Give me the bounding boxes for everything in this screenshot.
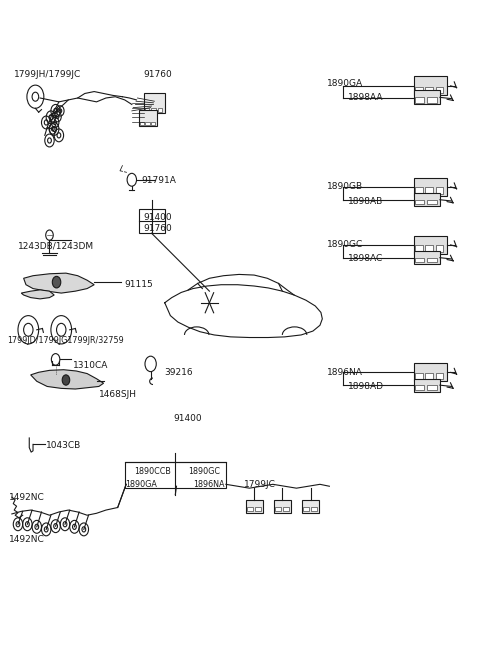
Bar [302, 500, 319, 512]
Bar [415, 258, 424, 262]
Bar [415, 87, 422, 93]
Bar [436, 187, 443, 194]
Bar [436, 246, 443, 252]
Bar [414, 193, 440, 206]
Text: 1890CCB: 1890CCB [134, 467, 171, 476]
Bar [414, 363, 447, 381]
Bar [427, 258, 437, 262]
Bar [303, 507, 309, 511]
Text: 1898AA: 1898AA [348, 93, 384, 102]
Circle shape [52, 277, 61, 288]
Text: 1898AC: 1898AC [348, 254, 384, 263]
Bar [414, 76, 447, 95]
Bar [415, 200, 424, 204]
Text: 91115: 91115 [125, 281, 154, 289]
Bar [414, 236, 447, 254]
Text: 1890GC: 1890GC [327, 240, 363, 249]
Bar [427, 385, 437, 390]
Bar [414, 178, 447, 196]
Text: 1898AD: 1898AD [348, 382, 384, 391]
Bar [145, 122, 150, 125]
Bar [425, 373, 433, 379]
Bar [247, 507, 252, 511]
Bar [415, 246, 422, 252]
Polygon shape [24, 273, 94, 293]
Bar [436, 373, 443, 379]
Bar [425, 87, 433, 93]
Bar [436, 87, 443, 93]
Text: 1243DB/1243DM: 1243DB/1243DM [18, 242, 94, 250]
Text: 1896NA: 1896NA [193, 480, 225, 489]
Text: 91400: 91400 [173, 414, 202, 423]
Text: 1898AB: 1898AB [348, 196, 384, 206]
Text: 91760: 91760 [144, 224, 172, 233]
Text: 1799JC: 1799JC [244, 480, 276, 489]
Bar [139, 209, 165, 233]
Bar [311, 507, 317, 511]
Bar [151, 122, 156, 125]
Bar [151, 108, 156, 112]
Text: 1310CA: 1310CA [73, 361, 108, 371]
Bar [414, 378, 440, 392]
Bar [144, 108, 149, 112]
Text: 1799JD/1799JG1799JR/32759: 1799JD/1799JG1799JR/32759 [7, 336, 124, 344]
Bar [140, 122, 144, 125]
Bar [415, 373, 422, 379]
Bar [254, 507, 261, 511]
Bar [425, 246, 433, 252]
Text: 91400: 91400 [144, 214, 172, 222]
Text: 1890GA: 1890GA [327, 79, 363, 88]
Bar [125, 463, 226, 488]
Text: 39216: 39216 [165, 368, 193, 376]
Text: 1492NC: 1492NC [9, 493, 44, 502]
Bar [283, 507, 289, 511]
Bar [144, 93, 165, 113]
Text: 1896NA: 1896NA [327, 368, 363, 376]
Bar [157, 108, 162, 112]
Bar [425, 187, 433, 194]
Text: 91791A: 91791A [141, 176, 176, 185]
Bar [275, 507, 281, 511]
Bar [246, 500, 263, 512]
Text: 1468SJH: 1468SJH [99, 390, 137, 399]
Circle shape [62, 375, 70, 385]
Text: 1890GA: 1890GA [125, 480, 156, 489]
Bar [414, 251, 440, 264]
Text: 1890GB: 1890GB [327, 183, 363, 191]
Bar [274, 500, 291, 512]
Bar [415, 97, 424, 102]
Bar [415, 187, 422, 194]
Bar [414, 90, 440, 104]
Bar [427, 200, 437, 204]
Text: 1492NC: 1492NC [9, 535, 44, 544]
Polygon shape [31, 370, 104, 389]
Bar [427, 97, 437, 102]
Bar [139, 110, 157, 125]
Bar [415, 385, 424, 390]
Text: 1890GC: 1890GC [188, 467, 220, 476]
Text: 1799JH/1799JC: 1799JH/1799JC [14, 70, 82, 79]
Text: 1043CB: 1043CB [46, 442, 82, 450]
Polygon shape [21, 290, 54, 299]
Text: 91760: 91760 [144, 70, 172, 79]
